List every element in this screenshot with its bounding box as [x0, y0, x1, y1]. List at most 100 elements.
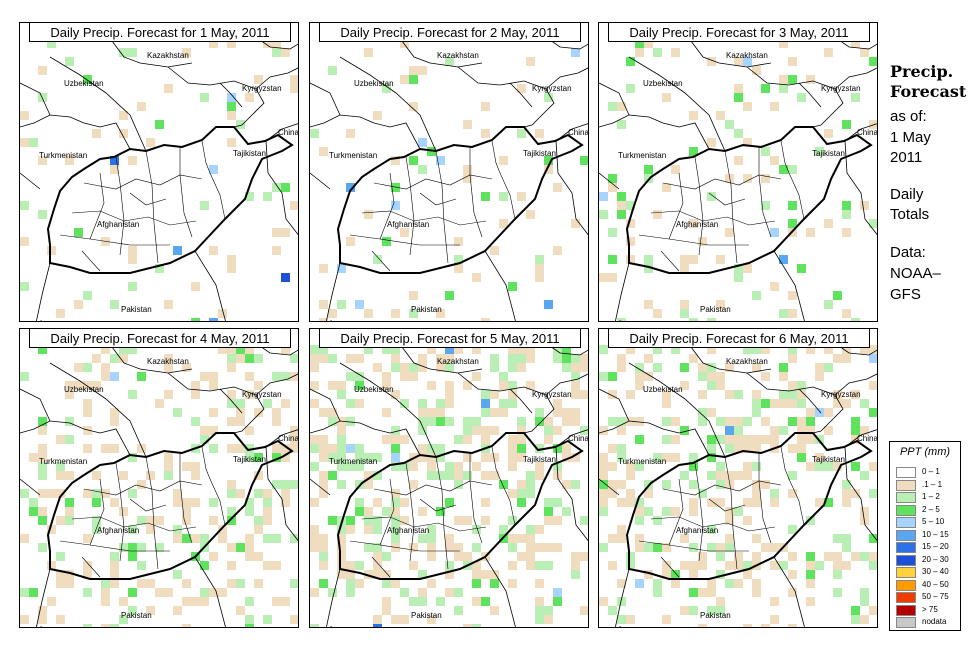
- precip-cell: [725, 417, 734, 426]
- precip-cell: [608, 102, 617, 111]
- province-border: [209, 478, 226, 526]
- precip-cell: [373, 552, 382, 561]
- precip-cell: [337, 390, 346, 399]
- precip-cell: [337, 462, 346, 471]
- precip-cell: [263, 399, 272, 408]
- precip-cell: [788, 345, 797, 354]
- map-panel: Daily Precip. Forecast for 3 May, 2011 Ka…: [598, 22, 878, 322]
- precip-cell: [562, 417, 571, 426]
- precip-cell: [725, 507, 734, 516]
- precip-cell: [382, 435, 391, 444]
- precip-cell: [517, 363, 526, 372]
- precip-cell: [391, 507, 400, 516]
- precip-cell: [263, 489, 272, 498]
- precip-cell: [499, 408, 508, 417]
- precip-cell: [427, 408, 436, 417]
- precip-cell: [535, 615, 544, 624]
- precip-cell: [490, 390, 499, 399]
- precip-cell: [653, 345, 662, 354]
- precip-cell: [101, 624, 110, 627]
- precip-cell: [517, 534, 526, 543]
- precip-cell: [851, 606, 860, 615]
- country-border: [457, 66, 555, 128]
- precip-cell: [463, 165, 472, 174]
- precip-cell: [38, 426, 47, 435]
- precip-cell: [535, 408, 544, 417]
- precip-cell: [806, 228, 815, 237]
- precip-cell: [788, 219, 797, 228]
- precip-cell: [209, 372, 218, 381]
- precip-cell: [227, 390, 236, 399]
- precip-cell: [707, 444, 716, 453]
- country-border: [545, 373, 588, 396]
- precip-cell: [337, 561, 346, 570]
- precip-cell: [481, 570, 490, 579]
- precip-cell: [56, 489, 65, 498]
- precip-cell: [526, 480, 535, 489]
- precip-cell: [842, 489, 851, 498]
- side-title: Precip. Forecast: [890, 62, 966, 102]
- precip-cell: [191, 381, 200, 390]
- precip-cell: [698, 363, 707, 372]
- precip-cell: [842, 543, 851, 552]
- country-border: [773, 556, 805, 627]
- precip-cell: [517, 192, 526, 201]
- precip-cell: [788, 399, 797, 408]
- precip-cell: [83, 381, 92, 390]
- country-border: [339, 56, 437, 152]
- precip-cell: [83, 534, 92, 543]
- country-label-china: China: [278, 128, 299, 137]
- precip-cell: [209, 381, 218, 390]
- precip-cell: [337, 480, 346, 489]
- precip-cell: [599, 426, 608, 435]
- legend-title: PPT (mm): [899, 446, 951, 458]
- afghanistan-border: [336, 126, 584, 274]
- country-label-iran: Iran: [619, 319, 633, 321]
- country-border: [339, 362, 437, 458]
- precip-cell: [337, 264, 346, 273]
- precip-cell: [680, 534, 689, 543]
- precip-cell: [842, 498, 851, 507]
- precip-cell: [761, 480, 770, 489]
- precip-cell: [400, 372, 409, 381]
- precip-map: [310, 23, 588, 321]
- country-border: [326, 568, 341, 627]
- precip-cell: [391, 426, 400, 435]
- precip-cell: [526, 381, 535, 390]
- precip-cell: [725, 120, 734, 129]
- country-label-afghanistan: Afghanistan: [97, 526, 140, 535]
- precip-cell: [608, 534, 617, 543]
- precip-cell: [346, 444, 355, 453]
- precip-cell: [310, 363, 319, 372]
- precip-cell: [608, 489, 617, 498]
- precip-map: [310, 329, 588, 627]
- precip-cell: [164, 354, 173, 363]
- precip-cell: [490, 426, 499, 435]
- country-border: [255, 67, 298, 90]
- precip-cell: [680, 255, 689, 264]
- precip-cell: [535, 273, 544, 282]
- precip-cell: [725, 174, 734, 183]
- precip-cell: [481, 516, 490, 525]
- country-label-iran: Iran: [40, 319, 54, 321]
- country-border: [615, 262, 630, 321]
- side-title-line2: Forecast: [890, 82, 967, 101]
- precip-cell: [400, 39, 409, 48]
- precip-cell: [671, 435, 680, 444]
- precip-cell: [128, 282, 137, 291]
- precip-cell: [382, 345, 391, 354]
- precip-cell: [281, 183, 290, 192]
- precip-cell: [481, 498, 490, 507]
- precip-cell: [20, 237, 29, 246]
- precip-cell: [490, 408, 499, 417]
- precip-cell: [373, 516, 382, 525]
- precip-cell: [544, 426, 553, 435]
- precip-cell: [110, 444, 119, 453]
- country-label-uzbekistan: Uzbekistan: [643, 385, 683, 394]
- precip-cell: [418, 597, 427, 606]
- precip-cell: [788, 390, 797, 399]
- province-border: [780, 140, 790, 174]
- province-border: [361, 516, 487, 532]
- precip-cell: [707, 57, 716, 66]
- precip-cell: [788, 291, 797, 300]
